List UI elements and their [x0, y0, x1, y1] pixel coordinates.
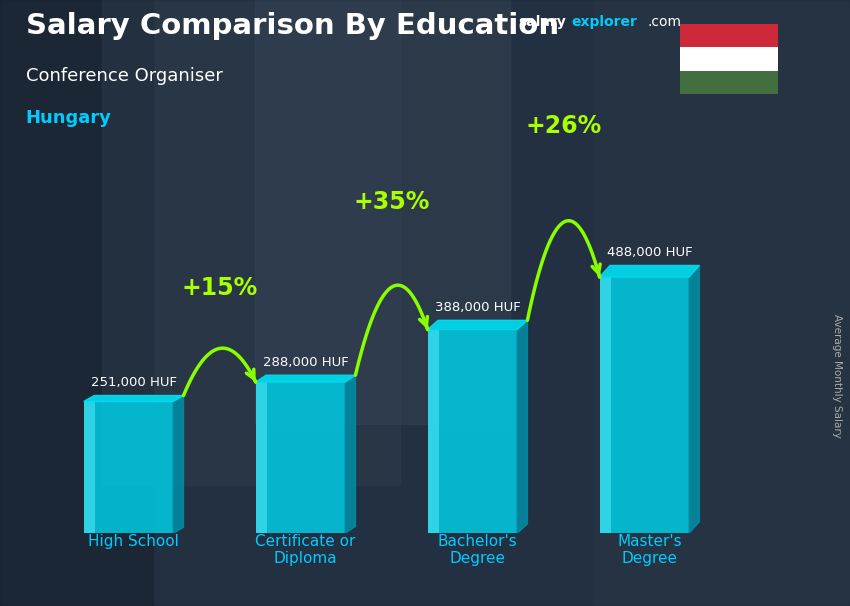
Polygon shape — [428, 321, 527, 330]
Bar — [256, 382, 268, 533]
Bar — [680, 71, 778, 94]
Bar — [680, 47, 778, 71]
Bar — [599, 277, 689, 533]
Bar — [84, 401, 95, 533]
Bar — [84, 401, 173, 533]
Text: Bachelor's
Degree: Bachelor's Degree — [438, 534, 518, 566]
Text: 488,000 HUF: 488,000 HUF — [607, 246, 692, 259]
Text: +35%: +35% — [354, 190, 430, 214]
Text: 388,000 HUF: 388,000 HUF — [434, 301, 520, 314]
Text: High School: High School — [88, 534, 179, 549]
Polygon shape — [173, 396, 184, 533]
Polygon shape — [84, 396, 184, 401]
Bar — [599, 277, 611, 533]
Bar — [428, 330, 439, 533]
Bar — [0, 0, 153, 606]
Bar — [102, 0, 400, 485]
Text: .com: .com — [648, 15, 682, 29]
Text: 288,000 HUF: 288,000 HUF — [263, 356, 348, 369]
Bar — [680, 24, 778, 47]
Bar — [595, 0, 850, 606]
Text: Master's
Degree: Master's Degree — [617, 534, 682, 566]
Text: Hungary: Hungary — [26, 109, 111, 127]
Text: explorer: explorer — [571, 15, 638, 29]
Text: Average Monthly Salary: Average Monthly Salary — [832, 314, 842, 438]
Text: Salary Comparison By Education: Salary Comparison By Education — [26, 12, 558, 40]
Polygon shape — [517, 321, 527, 533]
Bar — [255, 0, 510, 424]
Text: +15%: +15% — [182, 276, 258, 300]
Text: 251,000 HUF: 251,000 HUF — [91, 376, 177, 389]
Polygon shape — [599, 265, 700, 277]
Polygon shape — [345, 375, 355, 533]
Text: salary: salary — [518, 15, 566, 29]
Text: Conference Organiser: Conference Organiser — [26, 67, 223, 85]
Polygon shape — [256, 375, 355, 382]
Bar — [428, 330, 517, 533]
Bar — [256, 382, 345, 533]
Polygon shape — [689, 265, 700, 533]
Text: +26%: +26% — [525, 114, 602, 138]
Text: Certificate or
Diploma: Certificate or Diploma — [255, 534, 356, 566]
